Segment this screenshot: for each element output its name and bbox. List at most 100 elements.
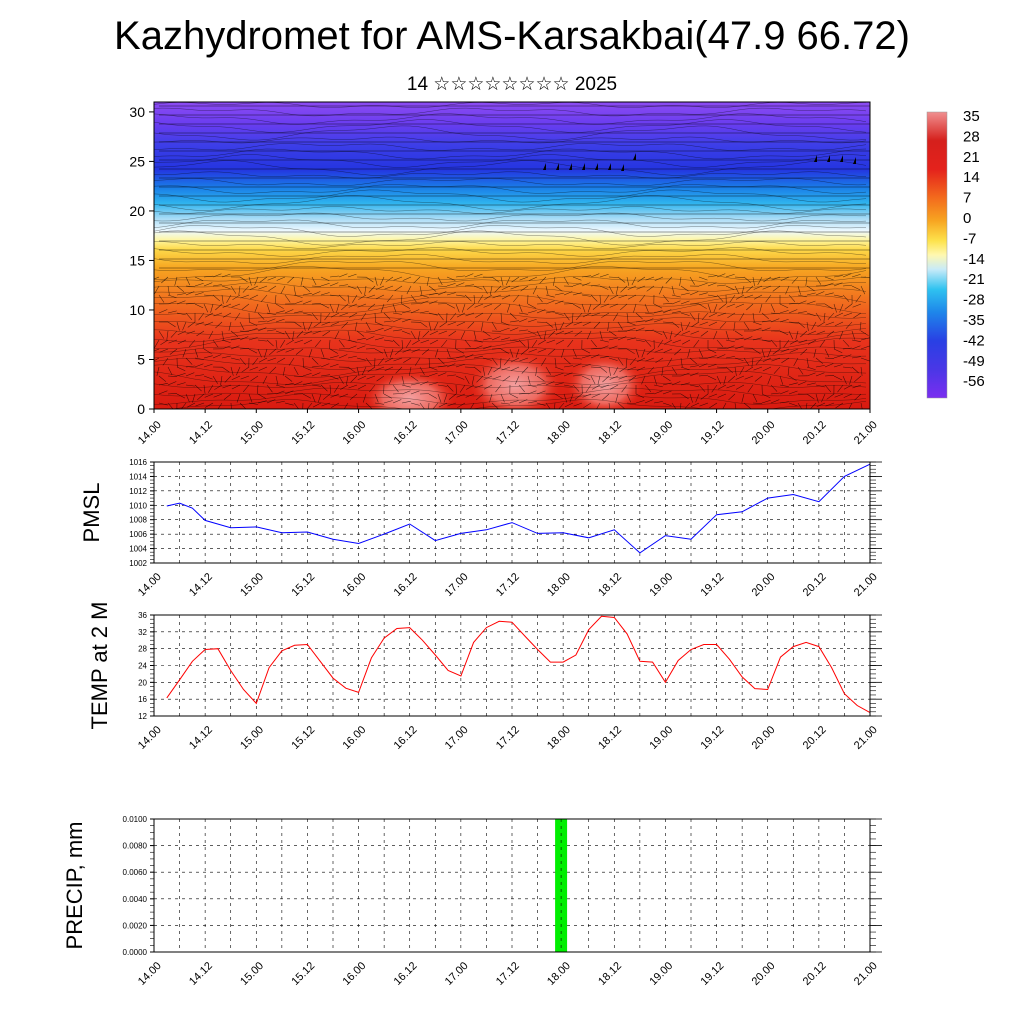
wind-barb: [834, 393, 844, 398]
x-tick-label: 17.12: [494, 960, 522, 988]
wind-barb: [536, 321, 547, 323]
wind-barb: [154, 348, 160, 352]
wind-barb: [663, 339, 673, 345]
wind-barb: [509, 348, 514, 358]
wind-barb: [257, 393, 266, 399]
wind-barb: [346, 375, 349, 385]
wind-barb: [368, 285, 376, 293]
wind-barb: [627, 285, 637, 290]
wind-barb: [852, 303, 862, 308]
isotherm-line: [154, 276, 867, 284]
wind-barb: [467, 321, 475, 329]
wind-barb: [842, 347, 852, 350]
wind-barb: [374, 321, 384, 326]
wind-barb: [788, 309, 798, 314]
wind-barb: [723, 375, 727, 385]
wind-barb: [653, 330, 663, 335]
wind-barb: [482, 402, 485, 409]
isotherm-line: [154, 260, 867, 272]
wind-barb: [154, 339, 160, 348]
wind-barb: [320, 363, 330, 368]
wind-barb: [536, 303, 547, 305]
wind-barb: [716, 354, 726, 359]
wind-barb: [447, 321, 457, 326]
wind-barb: [780, 348, 790, 353]
wind-barb: [476, 393, 484, 401]
wind-barb: [221, 273, 231, 278]
wind-barb: [537, 348, 547, 353]
wind-barb: [797, 294, 807, 298]
wind-barb: [635, 393, 645, 399]
wind-barb: [215, 303, 223, 311]
wind-barb: [779, 401, 789, 404]
wind-barb: [654, 348, 664, 353]
x-tick-label: 15.12: [289, 724, 317, 752]
wind-barb: [214, 384, 223, 390]
wind-barb: [653, 303, 663, 309]
wind-barb: [364, 285, 367, 295]
wind-barb: [401, 375, 405, 385]
wind-barb: [360, 312, 367, 321]
wind-barb: [824, 348, 830, 358]
x-tick-label: 17.12: [494, 419, 522, 447]
wind-barb: [410, 309, 420, 314]
wind-barb: [581, 275, 591, 278]
y-axis-label: TEMP at 2 M: [87, 602, 112, 730]
wind-barb: [213, 312, 223, 317]
wind-barb: [536, 309, 546, 314]
isotherm-line: [154, 311, 867, 319]
wind-barb: [591, 384, 601, 390]
wind-barb: [520, 348, 529, 355]
wind-barb: [375, 285, 385, 290]
wind-barb: [575, 312, 583, 321]
temperature-panel: 12 16 20 24 28 32 36 14.00 14.12 15.00 15.12 16.00 1…: [87, 602, 882, 752]
wind-barb: [375, 366, 385, 371]
wind-barb: [815, 384, 825, 388]
wind-barb: [311, 384, 321, 387]
wind-barb: [176, 300, 186, 305]
wind-barb: [734, 366, 737, 376]
wind-barb: [785, 285, 790, 295]
wind-barb: [154, 285, 160, 294]
wind-barb: [633, 303, 637, 313]
wind-barb: [543, 330, 547, 340]
y-tick-label: 0.0060: [123, 868, 148, 877]
wind-barb: [347, 273, 357, 278]
wind-barb: [428, 372, 438, 377]
wind-barb: [221, 366, 230, 373]
wind-barb: [167, 285, 170, 295]
wind-barb: [356, 285, 362, 294]
wind-barb: [302, 312, 312, 316]
wind-barb: [532, 285, 538, 295]
wind-barb: [455, 294, 465, 297]
wind-barb: [722, 402, 727, 409]
wind-barb: [349, 312, 358, 318]
wind-barb: [824, 303, 833, 310]
wind-barb: [752, 327, 762, 332]
wind-barb: [791, 276, 799, 284]
isotherm-line: [154, 323, 867, 335]
wind-barb: [545, 321, 554, 328]
wind-pennant: [621, 164, 624, 171]
wind-barb: [311, 291, 321, 296]
wind-barb: [302, 366, 312, 371]
x-tick-label: 20.12: [801, 724, 829, 752]
wind-barb: [596, 402, 601, 409]
pmsl-panel: 1002 1004 1006 1008 1010 1012 1014 1016 14.00 14.…: [79, 458, 882, 599]
wind-barb: [708, 393, 718, 398]
wind-barb: [501, 294, 511, 300]
wind-barb: [174, 276, 178, 286]
wind-barb: [635, 400, 645, 404]
wind-barb: [356, 366, 360, 376]
wind-pennant: [595, 163, 598, 170]
wind-barb: [698, 348, 704, 358]
wind-barb: [383, 320, 393, 323]
wind-barb: [563, 291, 573, 296]
wind-barb: [546, 339, 556, 344]
wind-barb: [266, 318, 276, 323]
wind-barb: [239, 402, 247, 409]
wind-barb: [842, 339, 850, 347]
wind-barb: [252, 357, 259, 366]
isotherm-line: [154, 148, 867, 160]
wind-barb: [680, 357, 683, 367]
